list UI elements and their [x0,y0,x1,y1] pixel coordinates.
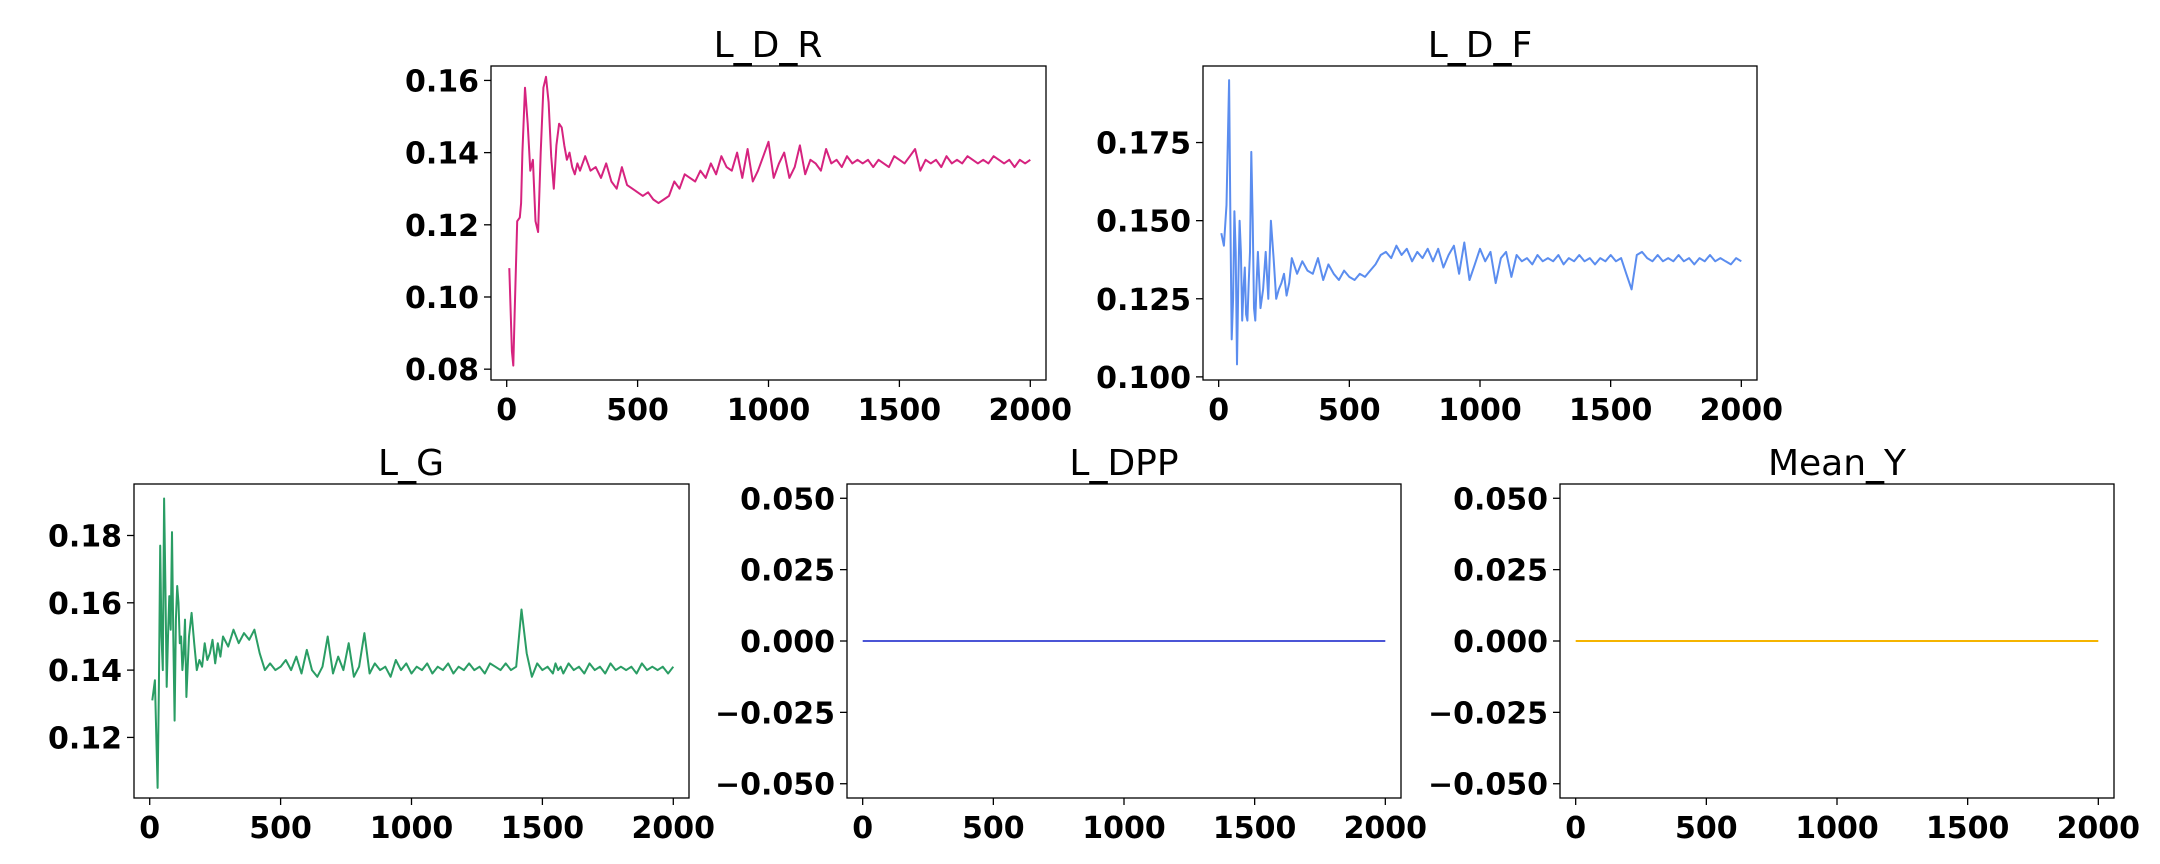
y-tick-label: −0.050 [1428,768,1548,803]
chart-title: Mean_Y [1768,443,1907,484]
x-tick-label: 500 [1675,811,1738,846]
x-tick-label: 2000 [2057,811,2141,846]
x-tick-label: 1000 [727,393,811,428]
chart-mean-y: Mean_Y 0 500 1000 1500 2000 −0.050 −0.025 0.000… [1428,443,2140,846]
y-tick-label: 0.050 [740,482,835,517]
y-tick-label: 0.025 [1453,554,1548,589]
chart-title: L_G [378,443,444,484]
y-tick-label: 0.18 [48,519,122,554]
y-tick-label: 0.150 [1096,205,1191,240]
series-line [508,75,1031,367]
x-tick-label: 2000 [1344,811,1428,846]
y-tick-label: 0.10 [405,281,479,316]
x-tick-label: 500 [249,811,312,846]
y-tick-label: 0.050 [1453,482,1548,517]
y-tick-label: 0.000 [740,625,835,660]
y-tick-label: 0.12 [405,209,479,244]
x-tick-label: 1500 [1569,393,1653,428]
x-tick-label: 1000 [1438,393,1522,428]
y-tick-label: 0.14 [405,137,479,172]
chart-title: L_D_R [714,25,823,66]
chart-l-g: L_G 0 500 1000 1500 2000 0.12 0.14 0.16 0.18 [48,443,715,846]
y-tick-label: −0.050 [715,768,835,803]
x-tick-label: 1500 [1213,811,1297,846]
series-line [1220,79,1742,366]
y-tick-label: 0.14 [48,654,122,689]
y-tick-label: −0.025 [1428,696,1548,731]
series-line [151,497,675,789]
x-tick-label: 0 [1208,393,1229,428]
chart-title: L_D_F [1428,25,1532,66]
chart-title: L_DPP [1069,443,1178,484]
x-tick-label: 0 [1565,811,1586,846]
y-tick-label: 0.12 [48,721,122,756]
x-tick-label: 1500 [1926,811,2010,846]
x-tick-label: 1000 [1795,811,1879,846]
y-tick-label: −0.025 [715,696,835,731]
y-tick-label: 0.16 [405,64,479,99]
y-tick-label: 0.125 [1096,283,1191,318]
x-tick-label: 0 [139,811,160,846]
y-tick-label: 0.08 [405,353,479,388]
x-tick-label: 500 [962,811,1025,846]
x-tick-label: 500 [606,393,669,428]
y-tick-label: 0.000 [1453,625,1548,660]
x-tick-label: 500 [1318,393,1381,428]
y-tick-label: 0.16 [48,587,122,622]
x-tick-label: 2000 [632,811,716,846]
chart-l-d-f: L_D_F 0 500 1000 1500 2000 0.100 0.125 0.150 0.1… [1096,25,1783,428]
chart-l-dpp: L_DPP 0 500 1000 1500 2000 −0.050 −0.025 0.000 0… [715,443,1427,846]
y-tick-label: 0.100 [1096,361,1191,396]
x-tick-label: 2000 [1700,393,1784,428]
y-tick-label: 0.175 [1096,127,1191,162]
y-tick-label: 0.025 [740,554,835,589]
x-tick-label: 1000 [1082,811,1166,846]
x-tick-label: 1000 [370,811,454,846]
x-tick-label: 0 [852,811,873,846]
x-tick-label: 2000 [989,393,1073,428]
chart-l-d-r: L_D_R 0 500 1000 1500 2000 0.08 0.10 0.12 0.14 0.… [405,25,1072,428]
x-tick-label: 0 [496,393,517,428]
x-tick-label: 1500 [858,393,942,428]
x-tick-label: 1500 [501,811,585,846]
